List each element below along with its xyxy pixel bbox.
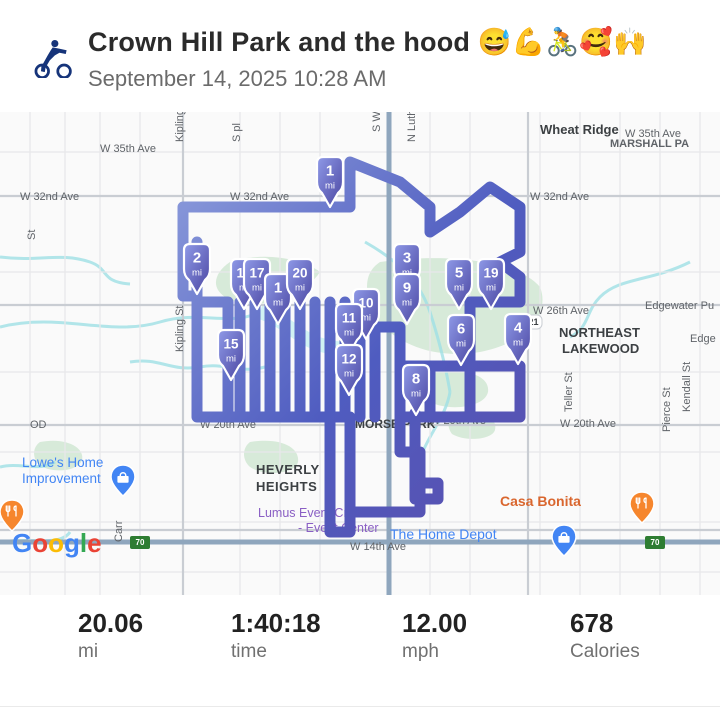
svg-text:The Home Depot: The Home Depot <box>390 526 497 542</box>
svg-text:mi: mi <box>456 339 466 350</box>
svg-text:Carr: Carr <box>113 520 125 542</box>
svg-text:OD: OD <box>30 419 47 431</box>
svg-text:mi: mi <box>273 298 283 309</box>
svg-text:LAKEWOOD: LAKEWOOD <box>562 341 639 356</box>
svg-text:W 20th Ave: W 20th Ave <box>560 418 616 430</box>
svg-text:Wheat Ridge: Wheat Ridge <box>540 122 619 137</box>
svg-text:15: 15 <box>223 337 239 352</box>
svg-text:Teller St: Teller St <box>563 372 575 412</box>
svg-text:Improvement: Improvement <box>22 471 101 486</box>
svg-text:11: 11 <box>342 311 357 326</box>
svg-text:mi: mi <box>486 283 496 294</box>
svg-text:mi: mi <box>226 354 236 365</box>
svg-text:mi: mi <box>344 369 354 380</box>
svg-text:mi: mi <box>295 283 305 294</box>
svg-text:70: 70 <box>136 538 145 547</box>
svg-text:N Lutheran: N Lutheran <box>406 112 418 142</box>
svg-text:17: 17 <box>249 266 264 281</box>
svg-text:20: 20 <box>292 266 307 281</box>
svg-text:mi: mi <box>344 328 354 339</box>
svg-text:mi: mi <box>402 298 412 309</box>
svg-text:W 32nd Ave: W 32nd Ave <box>230 191 289 203</box>
svg-text:5: 5 <box>455 265 463 282</box>
svg-text:3: 3 <box>403 250 411 267</box>
svg-text:mi: mi <box>325 181 335 192</box>
svg-text:Kendall St: Kendall St <box>681 362 693 412</box>
svg-text:mi: mi <box>192 268 202 279</box>
svg-text:Pierce St: Pierce St <box>661 387 673 432</box>
svg-text:8: 8 <box>412 371 420 388</box>
svg-text:2: 2 <box>193 250 201 267</box>
svg-text:1: 1 <box>326 163 334 180</box>
svg-text:W 32nd Ave: W 32nd Ave <box>20 191 79 203</box>
svg-text:Casa Bonita: Casa Bonita <box>500 493 581 509</box>
svg-text:W 35th Ave: W 35th Ave <box>100 143 156 155</box>
svg-text:HEIGHTS: HEIGHTS <box>256 479 317 494</box>
svg-text:12: 12 <box>341 352 356 367</box>
svg-text:mi: mi <box>454 283 464 294</box>
svg-text:Kipling St: Kipling St <box>174 112 186 142</box>
svg-text:W 14th Ave: W 14th Ave <box>350 541 406 553</box>
svg-text:W 32nd Ave: W 32nd Ave <box>530 191 589 203</box>
svg-text:9: 9 <box>403 280 411 297</box>
svg-text:mi: mi <box>513 338 523 349</box>
svg-text:W 26th Ave: W 26th Ave <box>533 305 589 317</box>
svg-text:1: 1 <box>274 280 282 297</box>
svg-text:mi: mi <box>252 283 262 294</box>
svg-text:NORTHEAST: NORTHEAST <box>559 325 640 340</box>
svg-text:S pl: S pl <box>231 123 243 142</box>
svg-text:mi: mi <box>411 389 421 400</box>
svg-text:70: 70 <box>651 538 660 547</box>
svg-text:Edgewater Pu: Edgewater Pu <box>645 300 714 312</box>
svg-text:19: 19 <box>483 266 498 281</box>
svg-text:S Way: S Way <box>371 112 383 132</box>
svg-text:Kipling St: Kipling St <box>174 306 186 352</box>
svg-text:HEVERLY: HEVERLY <box>256 462 320 477</box>
svg-text:Lowe's Home: Lowe's Home <box>22 455 103 470</box>
svg-text:4: 4 <box>514 320 523 337</box>
svg-text:Edge: Edge <box>690 333 716 345</box>
svg-text:MARSHALL PA: MARSHALL PA <box>610 138 689 150</box>
svg-text:6: 6 <box>457 321 465 338</box>
svg-text:Google: Google <box>12 528 102 558</box>
svg-text:St: St <box>26 230 38 240</box>
